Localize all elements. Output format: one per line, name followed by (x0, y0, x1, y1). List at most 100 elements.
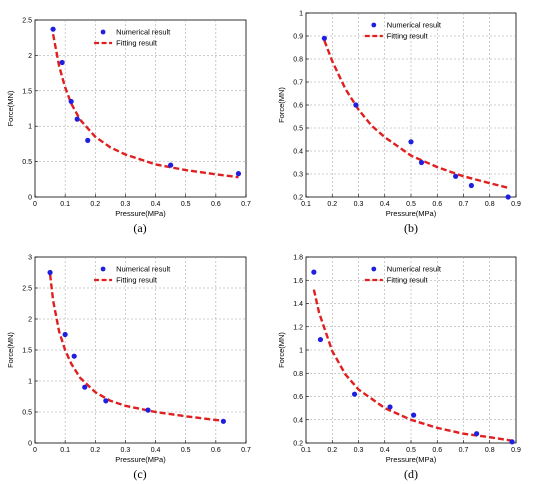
legend-label: Numerical result (387, 21, 442, 30)
y-tick-label: 0.7 (293, 80, 303, 87)
y-tick-label: 0.4 (293, 149, 303, 156)
y-tick-label: 2 (28, 317, 32, 324)
legend: Numerical result Fitting result (364, 21, 442, 41)
y-tick-label: 2 (28, 53, 32, 60)
x-tick-label: 0.1 (60, 447, 70, 454)
data-point (509, 439, 515, 445)
y-tick-label: 1 (28, 124, 32, 131)
x-tick-label: 0.6 (211, 201, 221, 208)
y-tick-label: 2.5 (22, 286, 32, 293)
panel-label: (c) (133, 467, 146, 481)
x-tick-label: 0.8 (485, 201, 495, 208)
chart-panel-2: 0.1 0.2 0.3 0.4 0.5 0.6 0.7 0.8 0.90.20.30.40.50… (277, 11, 521, 236)
y-tick-label: 1.6 (293, 278, 303, 285)
y-tick-label: 0.8 (293, 57, 303, 64)
y-tick-label: 0.2 (293, 441, 303, 448)
data-point (168, 162, 174, 168)
chart-panel-4: 0.1 0.2 0.3 0.4 0.5 0.6 0.7 0.8 0.90.20.40.60.81… (277, 255, 521, 482)
data-point (74, 116, 80, 122)
x-axis-label: Pressure(MPa) (386, 455, 437, 464)
legend-label: Numerical result (387, 265, 442, 274)
plot-frame (34, 19, 247, 198)
x-tick-label: 0.5 (406, 201, 416, 208)
legend-label: Fitting result (116, 39, 158, 48)
x-axis-label: Pressure(MPa) (115, 209, 166, 218)
legend-label: Fitting result (116, 276, 158, 285)
y-axis-label: Force(MN) (6, 90, 15, 126)
y-tick-label: 1 (28, 379, 32, 386)
y-tick-label: 1.2 (293, 324, 303, 331)
fitting-curve (312, 289, 513, 442)
legend-marker (100, 266, 106, 272)
data-point (317, 336, 324, 343)
panel-label: (a) (133, 221, 146, 235)
legend-label: Fitting result (387, 276, 429, 285)
y-tick-label: 0.5 (22, 410, 32, 417)
y-tick-label: 0.8 (293, 371, 303, 378)
y-tick-label: 0.2 (293, 195, 303, 202)
chart-panel-3: 0 0.1 0.2 0.3 0.4 0.5 0.6 0.7 0 0.5 1 1.5 2 2.5 3 Press… (6, 255, 251, 482)
legend-label: Fitting result (387, 32, 429, 41)
data-point (453, 173, 459, 179)
panel-label: (b) (404, 221, 418, 235)
y-tick-label: 2.5 (22, 18, 32, 25)
x-tick-label: 0.6 (211, 447, 221, 454)
data-point (418, 159, 425, 166)
x-tick-label: 0.3 (354, 447, 364, 454)
data-point (474, 431, 480, 437)
y-tick-label: 0.3 (293, 172, 303, 179)
x-axis-label: Pressure(MPa) (115, 455, 166, 464)
y-axis-label: Force(MN) (6, 332, 15, 368)
legend-marker (371, 266, 377, 272)
x-tick-label: 0.7 (459, 201, 469, 208)
data-point (85, 137, 91, 143)
x-tick-label: 0.5 (406, 447, 416, 454)
x-tick-label: 0.2 (327, 447, 337, 454)
x-tick-label: 0.6 (432, 447, 442, 454)
panel-label: (d) (404, 467, 418, 481)
y-tick-label: 1.5 (22, 88, 32, 95)
data-point (351, 391, 358, 397)
data-point (408, 139, 414, 145)
legend-marker (100, 29, 106, 35)
fitting-curve (48, 274, 223, 422)
x-tick-label: 0.4 (380, 447, 390, 454)
x-tick-label: 0.3 (121, 447, 131, 454)
y-tick-label: 1.4 (293, 301, 303, 308)
data-point (321, 35, 327, 41)
x-axis-label: Pressure(MPa) (386, 209, 437, 218)
data-point (505, 194, 511, 200)
x-tick-label: 0.2 (90, 201, 100, 208)
x-tick-label: 0.2 (327, 201, 337, 208)
data-point (145, 407, 151, 413)
x-tick-label: 0.2 (90, 447, 100, 454)
x-tick-label: 0 (33, 201, 37, 208)
data-point (47, 269, 53, 276)
x-tick-label: 0 (33, 447, 37, 454)
x-tick-label: 0.1 (301, 201, 311, 208)
legend-label: Numerical result (116, 265, 171, 274)
fitting-curve (51, 33, 239, 179)
data-point (71, 353, 77, 359)
legend: Numerical result Fitting result (94, 265, 171, 285)
data-point (59, 59, 65, 66)
legend-marker (371, 22, 377, 28)
x-tick-label: 0.7 (459, 447, 469, 454)
data-point (387, 404, 393, 410)
y-tick-label: 1 (299, 11, 303, 18)
y-tick-label: 0.5 (22, 159, 32, 166)
data-point (311, 269, 317, 275)
y-tick-label: 1 (299, 348, 303, 355)
y-tick-label: 1.8 (293, 255, 303, 262)
legend: Numerical result Fitting result (364, 265, 442, 285)
data-point (62, 331, 68, 338)
data-point (103, 398, 109, 404)
y-axis-label: Force(MN) (277, 87, 286, 123)
data-point (353, 102, 359, 108)
y-tick-label: 0.6 (293, 394, 303, 401)
y-tick-label: 0.4 (293, 417, 303, 424)
x-tick-label: 0.1 (301, 447, 311, 454)
data-point (235, 171, 242, 177)
y-tick-label: 1.5 (22, 348, 32, 355)
